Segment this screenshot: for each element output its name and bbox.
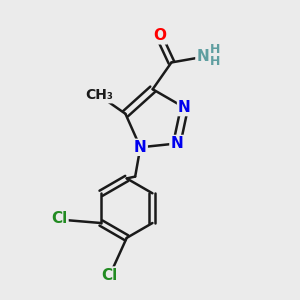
Text: N: N <box>134 140 147 155</box>
Text: N: N <box>196 49 209 64</box>
Text: O: O <box>154 28 166 43</box>
Text: CH₃: CH₃ <box>85 88 113 102</box>
Text: H: H <box>209 55 220 68</box>
Text: H: H <box>209 43 220 56</box>
Text: N: N <box>170 136 183 151</box>
Text: N: N <box>178 100 191 115</box>
Text: Cl: Cl <box>51 211 68 226</box>
Text: Cl: Cl <box>101 268 117 283</box>
